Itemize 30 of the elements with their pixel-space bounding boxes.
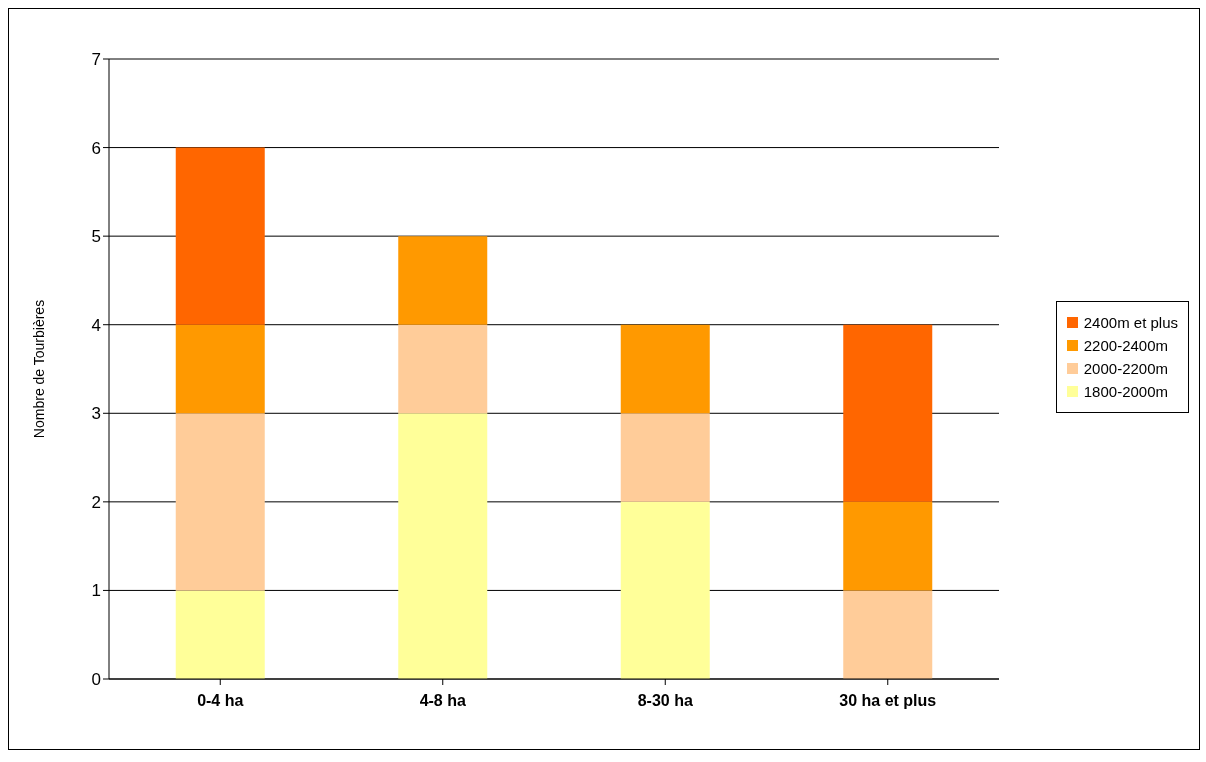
legend-label: 2200-2400m [1083, 337, 1168, 354]
y-tick-label: 6 [91, 138, 101, 158]
y-tick-label: 1 [91, 581, 101, 601]
bar [398, 413, 488, 679]
x-tick-label: 4-8 ha [419, 692, 466, 710]
bar [398, 324, 488, 414]
legend-label: 2400m et plus [1083, 314, 1178, 331]
bar [175, 147, 265, 325]
bar [398, 236, 488, 325]
legend-label: 1800-2000m [1083, 383, 1168, 400]
bar [175, 324, 265, 414]
y-axis-title: Nombre de Tourbières [30, 299, 47, 439]
bar [620, 413, 710, 502]
x-tick-label: 30 ha et plus [839, 692, 937, 710]
bar [175, 413, 265, 591]
y-tick-label: 5 [91, 227, 101, 247]
bar [175, 590, 265, 679]
bar [620, 324, 710, 414]
y-tick-label: 0 [91, 670, 101, 690]
bar [843, 590, 933, 679]
y-tick-label: 2 [91, 492, 101, 512]
bar [843, 501, 933, 591]
y-tick-label: 7 [91, 50, 101, 70]
x-tick-label: 0-4 ha [197, 692, 244, 710]
y-tick-label: 4 [91, 315, 101, 335]
bar [620, 501, 710, 679]
y-tick-label: 3 [91, 404, 101, 424]
legend-label: 2000-2200m [1083, 360, 1168, 377]
bar [843, 324, 933, 502]
x-tick-label: 8-30 ha [637, 692, 693, 710]
